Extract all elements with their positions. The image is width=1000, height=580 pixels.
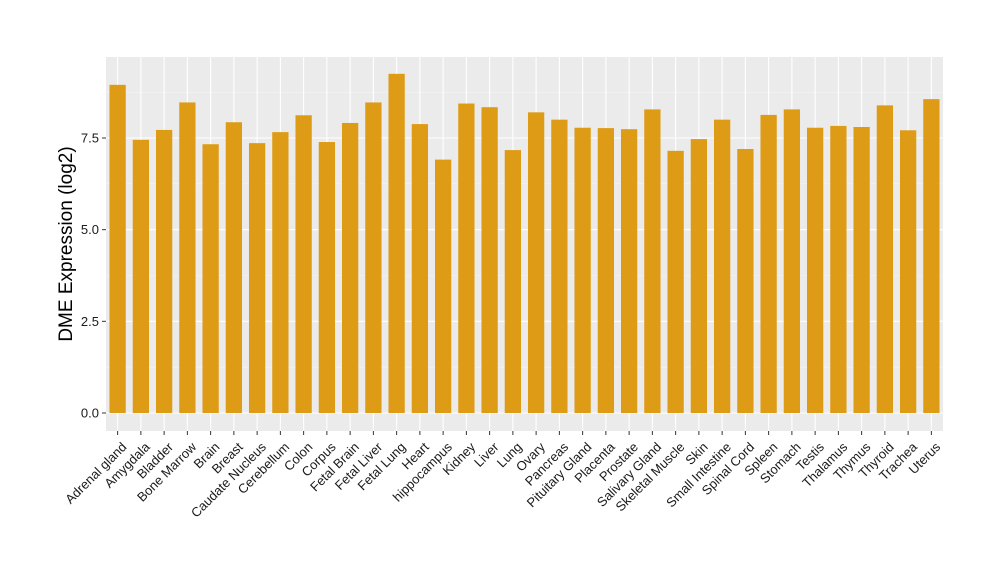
- bar: [504, 150, 522, 413]
- bar: [411, 124, 429, 414]
- bar: [737, 149, 754, 413]
- bar: [806, 127, 824, 413]
- bar: [481, 107, 498, 413]
- bar: [690, 139, 708, 413]
- bar: [318, 142, 336, 414]
- bars: [109, 73, 940, 414]
- bar: [620, 129, 638, 413]
- bar: [365, 102, 382, 413]
- y-tick-label: 0.0: [81, 406, 99, 421]
- bar: [527, 112, 545, 413]
- bar: [341, 122, 359, 413]
- bar: [597, 128, 615, 413]
- bar: [132, 139, 150, 414]
- bar: [388, 73, 405, 413]
- bar: [272, 132, 289, 413]
- x-tick-label: Liver: [471, 439, 502, 470]
- bar: [923, 99, 940, 413]
- bar: [830, 125, 847, 414]
- y-tick-label: 2.5: [81, 314, 99, 329]
- bar: [876, 105, 894, 413]
- bar: [179, 102, 196, 413]
- y-tick-label: 5.0: [81, 222, 99, 237]
- bar: [574, 127, 591, 413]
- bar: [667, 150, 684, 414]
- bar: [458, 103, 475, 414]
- y-tick-label: 7.5: [81, 131, 99, 146]
- y-axis: 0.0 2.5 5.0 7.5: [81, 131, 106, 421]
- bar: [109, 84, 126, 413]
- y-axis-title: DME Expression (log2): [56, 146, 77, 341]
- bar: [248, 143, 266, 413]
- bar: [551, 119, 568, 414]
- bar: [202, 144, 219, 413]
- bar: [155, 129, 173, 413]
- bar: [713, 119, 731, 414]
- bar: [899, 130, 917, 414]
- bar: [783, 109, 801, 414]
- bar: [434, 159, 452, 413]
- bar: [760, 114, 777, 414]
- bar: [225, 122, 243, 413]
- plot-panel: [106, 57, 943, 431]
- bar: [644, 109, 661, 414]
- bar: [853, 127, 870, 413]
- bar: [295, 115, 312, 414]
